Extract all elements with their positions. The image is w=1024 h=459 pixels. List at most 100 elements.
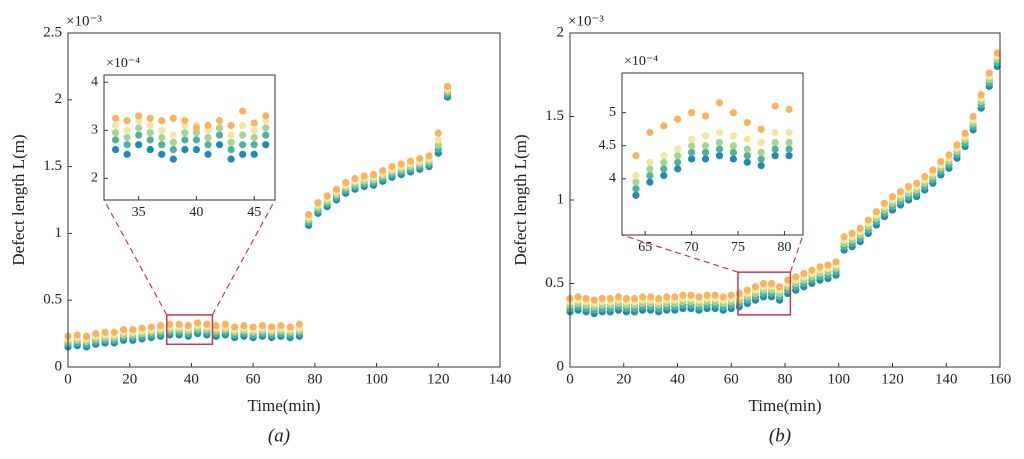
data-point <box>784 276 792 284</box>
data-point <box>759 279 768 288</box>
data-point <box>239 121 247 130</box>
data-point <box>646 128 654 137</box>
data-point <box>227 145 235 154</box>
y-tick-label: 4 <box>91 74 98 89</box>
y-tick-label: 3 <box>91 123 98 138</box>
data-point <box>239 150 247 158</box>
data-point <box>646 158 654 166</box>
data-point <box>169 114 177 122</box>
data-point <box>679 291 687 299</box>
axes-frame <box>621 72 804 236</box>
data-point <box>262 124 270 132</box>
data-point <box>638 293 647 301</box>
x-tick-label: 140 <box>489 371 512 387</box>
data-point <box>135 131 143 139</box>
y-tick-label: 0 <box>55 358 63 374</box>
x-tick-label: 160 <box>989 371 1012 387</box>
data-point <box>351 175 359 183</box>
data-point <box>757 148 765 156</box>
data-point <box>434 129 442 137</box>
y-tick-label: 5 <box>609 105 616 120</box>
data-point <box>181 117 189 125</box>
data-point <box>434 141 442 149</box>
data-point <box>757 155 765 163</box>
data-point <box>632 191 640 199</box>
data-point <box>574 293 582 301</box>
data-point <box>808 266 816 274</box>
zoom-connector <box>789 234 804 273</box>
data-point <box>138 324 146 332</box>
data-point <box>146 145 154 154</box>
data-point <box>250 126 258 134</box>
x-tick-label: 80 <box>778 371 793 387</box>
data-point <box>204 133 212 142</box>
x-axis-label: Time(min) <box>748 396 821 415</box>
y-multiplier: ×10⁻⁴ <box>624 54 658 69</box>
data-point <box>388 163 396 171</box>
data-point <box>715 145 724 153</box>
data-point <box>262 112 270 120</box>
caption: (a) <box>268 425 290 446</box>
data-point <box>227 138 235 146</box>
data-point <box>800 269 808 278</box>
data-point <box>622 294 631 303</box>
data-point <box>169 155 177 163</box>
data-point <box>663 293 671 301</box>
data-point <box>342 179 350 187</box>
data-point <box>286 323 294 331</box>
data-point <box>743 118 751 127</box>
data-point <box>323 192 331 200</box>
data-point <box>771 145 779 153</box>
data-point <box>715 128 724 137</box>
data-point <box>757 138 765 147</box>
data-point <box>227 131 235 139</box>
data-point <box>129 325 137 334</box>
y-multiplier: ×10⁻³ <box>66 13 102 29</box>
data-point <box>250 133 258 142</box>
data-point <box>268 323 276 331</box>
x-tick-label: 120 <box>881 371 904 387</box>
x-tick-label: 100 <box>828 371 851 387</box>
data-point <box>888 193 897 201</box>
data-point <box>146 114 154 122</box>
data-point <box>123 126 131 134</box>
data-point <box>73 331 81 339</box>
data-point <box>776 283 784 291</box>
data-point <box>785 145 793 153</box>
data-point <box>646 178 654 186</box>
data-point <box>135 112 143 120</box>
data-point <box>425 152 433 160</box>
data-point <box>701 132 710 140</box>
data-point <box>711 291 719 299</box>
x-tick-label: 60 <box>246 371 261 387</box>
data-point <box>703 291 711 299</box>
data-point <box>945 151 953 159</box>
data-point <box>767 279 776 288</box>
data-point <box>905 183 913 191</box>
data-point <box>135 141 143 149</box>
data-point <box>715 152 724 160</box>
x-tick-label: 70 <box>685 240 699 255</box>
data-point <box>953 141 961 149</box>
zoom-box <box>737 271 792 316</box>
y-tick-label: 2 <box>557 24 565 40</box>
data-point <box>147 323 155 331</box>
x-tick-label: 0 <box>64 371 72 387</box>
data-point <box>632 152 640 160</box>
data-point <box>715 138 724 147</box>
data-point <box>743 145 751 153</box>
data-point <box>156 321 165 330</box>
data-point <box>204 121 212 130</box>
data-point <box>239 141 247 149</box>
data-point <box>729 142 737 150</box>
data-point <box>379 167 387 175</box>
data-point <box>880 199 889 207</box>
data-point <box>743 135 751 143</box>
data-point <box>816 263 824 271</box>
data-point <box>606 294 614 303</box>
data-point <box>204 150 212 158</box>
data-point <box>158 133 166 142</box>
data-point <box>701 148 710 156</box>
data-point <box>743 152 751 160</box>
